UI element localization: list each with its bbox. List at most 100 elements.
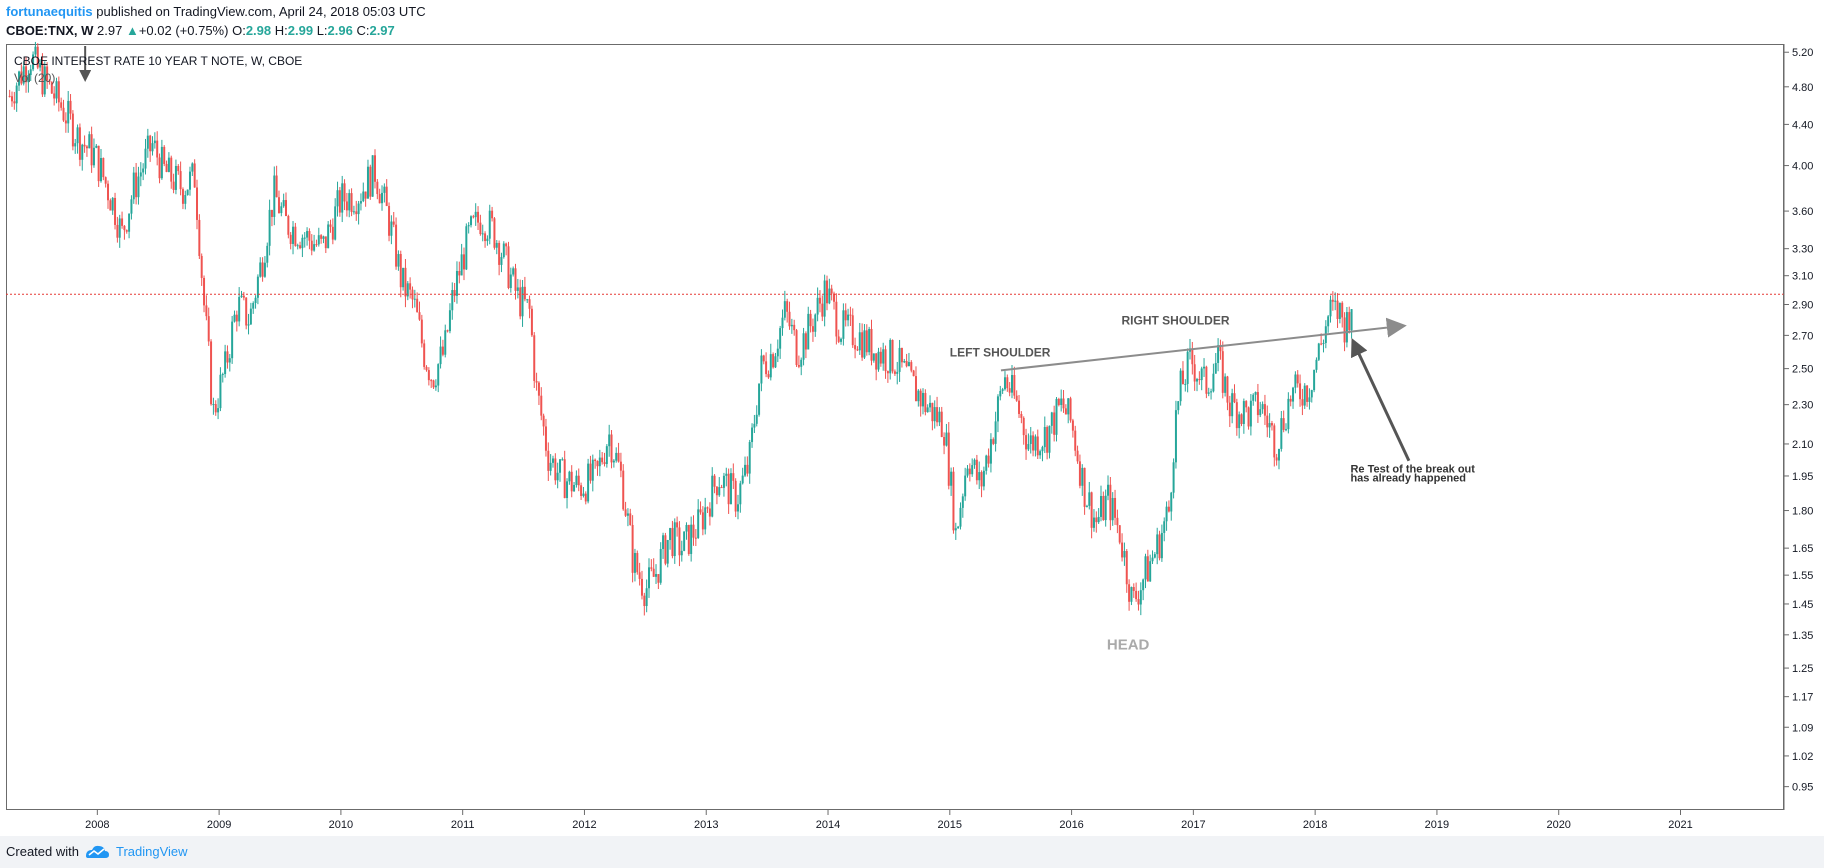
candle-body — [551, 458, 554, 463]
x-tick-label: 2014 — [816, 819, 840, 831]
candle-body — [1334, 300, 1337, 302]
candle-body — [762, 355, 765, 362]
candle-body — [526, 299, 529, 301]
y-tick-label: 1.55 — [1792, 570, 1813, 582]
candle-body — [29, 69, 32, 76]
candle-body — [359, 201, 362, 204]
candle-body — [20, 71, 23, 84]
candle-body — [849, 314, 852, 316]
candle-body — [521, 286, 524, 317]
candle-body — [1249, 400, 1252, 427]
candle-body — [950, 471, 953, 486]
candle-body — [519, 287, 522, 317]
candle-body — [39, 63, 42, 68]
candle-body — [760, 355, 763, 384]
candle-body — [650, 567, 653, 569]
candle-body — [903, 361, 906, 363]
candle-body — [198, 219, 201, 256]
candle-body — [462, 254, 465, 270]
candle-body — [697, 509, 700, 538]
candle-body — [706, 507, 709, 509]
candle-body — [1191, 348, 1194, 365]
candle-body — [1280, 418, 1283, 449]
candle-body — [1336, 300, 1339, 319]
author-link[interactable]: fortunaequitis — [6, 4, 93, 19]
candle-body — [683, 531, 686, 551]
candle-body — [144, 148, 147, 169]
triangle-up-icon: ▲ — [125, 23, 139, 38]
candle-body — [1067, 398, 1070, 415]
candle-body — [149, 135, 152, 152]
candle-body — [676, 522, 679, 528]
candle-body — [500, 257, 503, 265]
y-tick-label: 1.65 — [1792, 543, 1813, 555]
candle-body — [1322, 343, 1325, 345]
candle-body — [907, 362, 910, 367]
candle-body — [465, 226, 468, 270]
candle-body — [439, 346, 442, 365]
candle-body — [912, 370, 915, 377]
candle-body — [327, 224, 330, 249]
y-tick-label: 0.95 — [1792, 782, 1813, 794]
candle-body — [460, 254, 463, 276]
candle-body — [594, 459, 597, 462]
candle-body — [224, 351, 227, 375]
candle-body — [982, 470, 985, 487]
candle-body — [687, 524, 690, 554]
candle-body — [1231, 393, 1234, 417]
candle-body — [1160, 532, 1163, 559]
volume-study-label[interactable]: Vol (20) — [14, 71, 56, 85]
candle-body — [1181, 370, 1184, 385]
candle-body — [1029, 435, 1032, 445]
tradingview-brand-link[interactable]: TradingView — [116, 844, 188, 859]
candle-body — [470, 216, 473, 226]
candle-body — [472, 216, 475, 218]
candle-body — [914, 376, 917, 402]
candle-body — [657, 574, 660, 583]
candle-body — [317, 235, 320, 245]
candle-body — [1203, 366, 1206, 369]
candle-body — [601, 457, 604, 463]
price-chart[interactable]: LEFT SHOULDER RIGHT SHOULDER HEAD Re Test o… — [0, 0, 1824, 836]
candle-body — [1270, 423, 1273, 426]
right-shoulder-label: RIGHT SHOULDER — [1122, 313, 1230, 327]
candle-body — [1088, 492, 1091, 506]
candle-body — [275, 175, 278, 198]
candle-body — [416, 298, 419, 313]
candle-body — [371, 155, 374, 197]
candle-body — [1282, 418, 1285, 430]
candle-body — [409, 283, 412, 290]
tradingview-cloud-icon[interactable] — [84, 842, 110, 860]
candle-body — [273, 175, 276, 217]
candle-body — [835, 301, 838, 337]
candle-body — [1289, 398, 1292, 402]
candle-body — [1114, 497, 1117, 518]
candle-body — [1285, 429, 1288, 431]
candle-body — [879, 351, 882, 364]
candle-body — [945, 432, 948, 446]
candle-body — [1205, 366, 1208, 394]
series-title[interactable]: CBOE INTEREST RATE 10 YEAR T NOTE, W, CB… — [14, 54, 303, 68]
candle-body — [783, 301, 786, 318]
candle-body — [898, 347, 901, 372]
candle-body — [210, 341, 213, 405]
symbol-interval[interactable]: CBOE:TNX, W — [6, 23, 94, 38]
candle-body — [870, 328, 873, 361]
candle-body — [1137, 599, 1140, 605]
candle-body — [352, 211, 355, 213]
candle-body — [282, 200, 285, 207]
candle-body — [235, 314, 238, 322]
candle-body — [427, 370, 430, 381]
candle-body — [1193, 364, 1196, 382]
candle-body — [165, 163, 168, 172]
candle-body — [1247, 407, 1250, 427]
candle-body — [1036, 436, 1039, 456]
candle-body — [512, 268, 515, 275]
candle-body — [85, 146, 88, 149]
y-tick-label: 3.30 — [1792, 244, 1813, 256]
candle-body — [804, 333, 807, 350]
candle-body — [1050, 412, 1053, 426]
candle-body — [940, 411, 943, 438]
candle-body — [718, 487, 721, 496]
candle-body — [844, 310, 847, 321]
